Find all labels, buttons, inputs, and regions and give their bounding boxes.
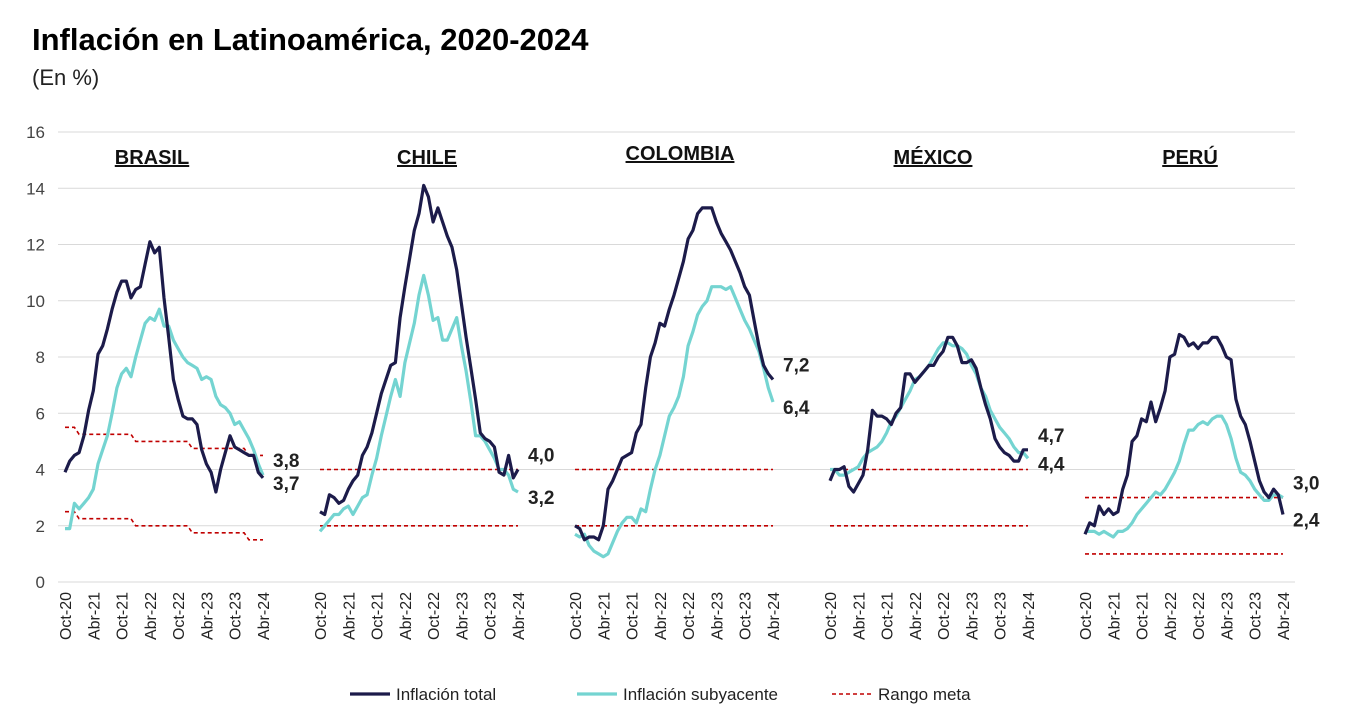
x-tick-label: Abr-21 [341, 592, 358, 640]
y-tick-label: 12 [26, 236, 45, 255]
chart-title: Inflación en Latinoamérica, 2020-2024 [32, 22, 589, 57]
x-tick-label: Abr-22 [653, 592, 670, 640]
legend-label: Inflación subyacente [623, 685, 778, 704]
x-tick-label: Oct-20 [313, 592, 330, 640]
y-tick-label: 2 [36, 517, 45, 536]
panel-title: COLOMBIA [626, 143, 735, 165]
x-tick-label: Oct-21 [880, 592, 897, 640]
series-line [1083, 332, 1285, 535]
y-tick-label: 0 [36, 573, 45, 592]
x-tick-label: Abr-24 [256, 592, 273, 640]
x-tick-label: Abr-24 [1021, 592, 1038, 640]
x-tick-label: Abr-21 [1106, 592, 1123, 640]
x-tick-label: Oct-23 [1248, 592, 1265, 640]
series-line [574, 206, 775, 542]
x-tick-label: Abr-21 [851, 592, 868, 640]
series-line [319, 183, 520, 517]
end-label: 2,4 [1293, 511, 1320, 532]
series-line [318, 273, 519, 533]
x-tick-label: Abr-24 [511, 592, 528, 640]
x-tick-label: Oct-21 [625, 592, 642, 640]
x-tick-label: Oct-22 [681, 592, 698, 640]
x-tick-label: Abr-21 [596, 592, 613, 640]
x-tick-label: Abr-24 [766, 592, 783, 640]
series-line [828, 335, 1028, 494]
x-tick-label: Abr-22 [398, 592, 415, 640]
y-tick-label: 14 [26, 179, 45, 198]
x-tick-label: Oct-23 [738, 592, 755, 640]
x-tick-label: Oct-23 [483, 592, 500, 640]
panel-title: PERÚ [1162, 145, 1218, 169]
x-tick-label: Abr-21 [86, 592, 103, 640]
series-line [830, 341, 1030, 477]
x-tick-label: Abr-22 [143, 592, 160, 640]
x-tick-label: Oct-21 [1135, 592, 1152, 640]
end-label: 3,8 [273, 451, 299, 472]
x-tick-label: Oct-22 [171, 592, 188, 640]
y-tick-label: 16 [26, 123, 45, 142]
x-tick-label: Abr-23 [199, 592, 216, 640]
y-tick-label: 8 [36, 348, 45, 367]
target-range-line [65, 426, 263, 457]
series-line [65, 307, 265, 531]
end-label: 7,2 [783, 356, 809, 377]
x-tick-label: Oct-21 [115, 592, 132, 640]
end-label: 3,2 [528, 488, 554, 509]
target-range-line [65, 510, 263, 541]
panel-title: BRASIL [115, 147, 189, 169]
y-tick-label: 10 [26, 292, 45, 311]
x-tick-label: Oct-20 [823, 592, 840, 640]
end-label: 3,0 [1293, 474, 1319, 495]
x-tick-label: Oct-22 [426, 592, 443, 640]
x-tick-label: Oct-20 [58, 592, 75, 640]
x-tick-label: Abr-23 [709, 592, 726, 640]
x-tick-label: Abr-23 [964, 592, 981, 640]
x-tick-label: Abr-24 [1276, 592, 1293, 640]
x-tick-label: Abr-22 [1163, 592, 1180, 640]
series-line [1085, 414, 1284, 539]
x-tick-label: Abr-23 [454, 592, 471, 640]
legend-label: Inflación total [396, 685, 496, 704]
y-tick-label: 4 [36, 461, 45, 480]
x-tick-label: Oct-22 [1191, 592, 1208, 640]
x-tick-label: Oct-23 [993, 592, 1010, 640]
x-tick-label: Oct-23 [228, 592, 245, 640]
end-label: 4,4 [1038, 454, 1065, 475]
x-tick-label: Oct-20 [1078, 592, 1095, 640]
series-line [574, 285, 775, 559]
panel-title: CHILE [397, 147, 457, 169]
x-tick-label: Oct-20 [568, 592, 585, 640]
end-label: 6,4 [783, 398, 810, 419]
chart-subtitle: (En %) [32, 65, 99, 90]
x-tick-label: Oct-21 [370, 592, 387, 640]
x-tick-label: Abr-23 [1219, 592, 1236, 640]
end-label: 3,7 [273, 474, 299, 495]
panel-title: MÉXICO [894, 146, 973, 169]
x-tick-label: Oct-22 [936, 592, 953, 640]
end-label: 4,7 [1038, 426, 1064, 447]
x-tick-label: Abr-22 [908, 592, 925, 640]
end-label: 4,0 [528, 446, 554, 467]
legend-label: Rango meta [878, 685, 971, 704]
y-tick-label: 6 [36, 404, 45, 423]
series-line [63, 240, 265, 494]
